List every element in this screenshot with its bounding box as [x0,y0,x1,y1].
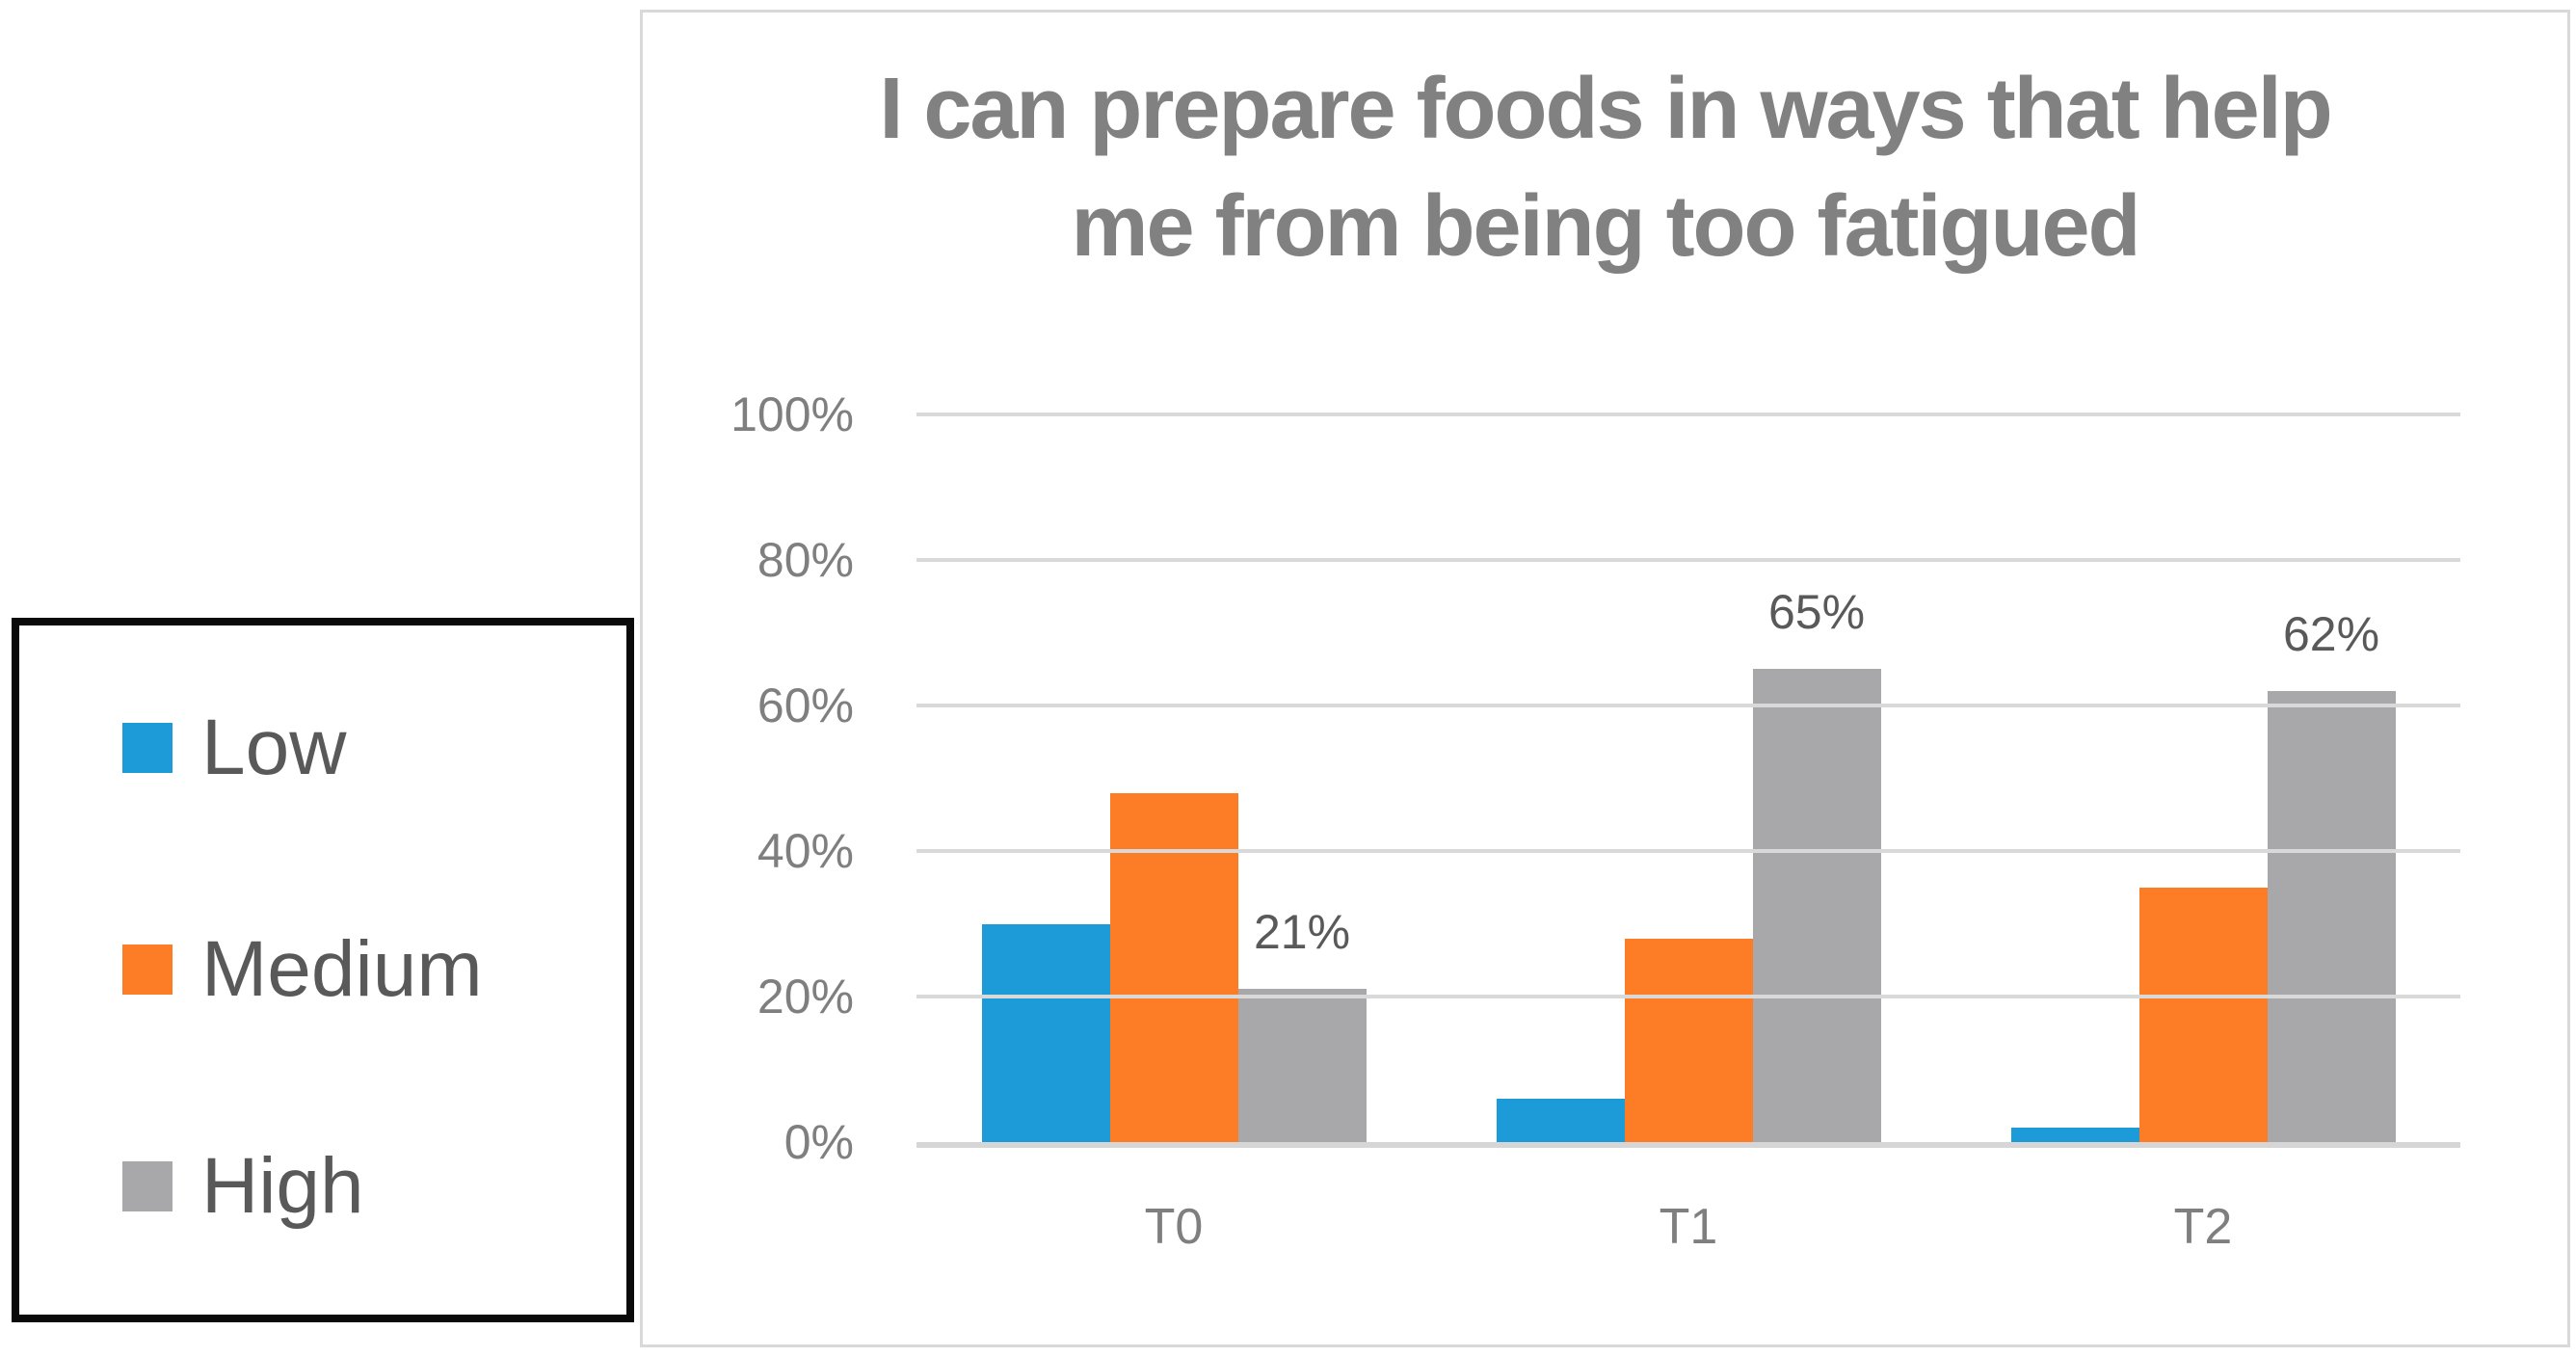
bar-group-T1: 65% [1431,414,1946,1142]
category-label-T1: T1 [1659,1199,1718,1255]
gridline-60 [916,704,2460,707]
bar-medium-T2 [2138,887,2268,1142]
x-axis-line [916,1142,2460,1148]
category-label-T0: T0 [1144,1199,1204,1255]
bar-groups: 21% 65% 62% [916,414,2460,1142]
y-tick-label-100: 100% [730,387,854,441]
data-label-high-T0: 21% [1253,905,1351,960]
bar-group-T2: 62% [1946,414,2460,1142]
bar-low-T1 [1496,1098,1625,1142]
chart-title-line-2: me from being too fatigued [1071,178,2141,275]
bar-low-T0 [981,923,1110,1142]
gridline-80 [916,558,2460,562]
gridline-100 [916,412,2460,416]
bar-group-T0: 21% [916,414,1431,1142]
y-tick-label-0: 0% [783,1115,854,1169]
gridline-20 [916,995,2460,998]
legend-item-low: Low [122,704,347,791]
bar-high-T1: 65% [1752,585,1881,1142]
legend-item-medium: Medium [122,925,483,1013]
y-tick-label-40: 40% [757,824,854,878]
legend-label-medium: Medium [201,925,483,1013]
legend-label-high: High [201,1142,364,1230]
category-axis: T0 T1 T2 [916,1198,2460,1256]
bar-high-T0: 21% [1237,905,1367,1142]
data-label-high-T2: 62% [2282,606,2380,661]
legend-box: Low Medium High [12,618,634,1322]
data-label-high-T1: 65% [1767,585,1866,640]
chart-title-line-1: I can prepare foods in ways that help [879,61,2332,157]
category-label-T2: T2 [2173,1199,2233,1255]
y-tick-label-60: 60% [757,678,854,732]
y-tick-label-20: 20% [757,970,854,1024]
legend-swatch-low [122,723,173,773]
legend-item-high: High [122,1142,364,1230]
y-tick-label-80: 80% [757,533,854,587]
gridline-40 [916,849,2460,853]
bar-medium-T0 [1109,792,1238,1142]
legend-label-low: Low [201,704,347,791]
legend-swatch-high [122,1161,173,1211]
plot-area: 21% 65% 62% [916,412,2460,1148]
bar-high-T2: 62% [2267,607,2396,1142]
bar-medium-T1 [1624,938,1753,1142]
legend-swatch-medium [122,945,173,995]
bar-low-T2 [2010,1127,2139,1142]
chart-title: I can prepare foods in ways that help me… [640,50,2570,285]
